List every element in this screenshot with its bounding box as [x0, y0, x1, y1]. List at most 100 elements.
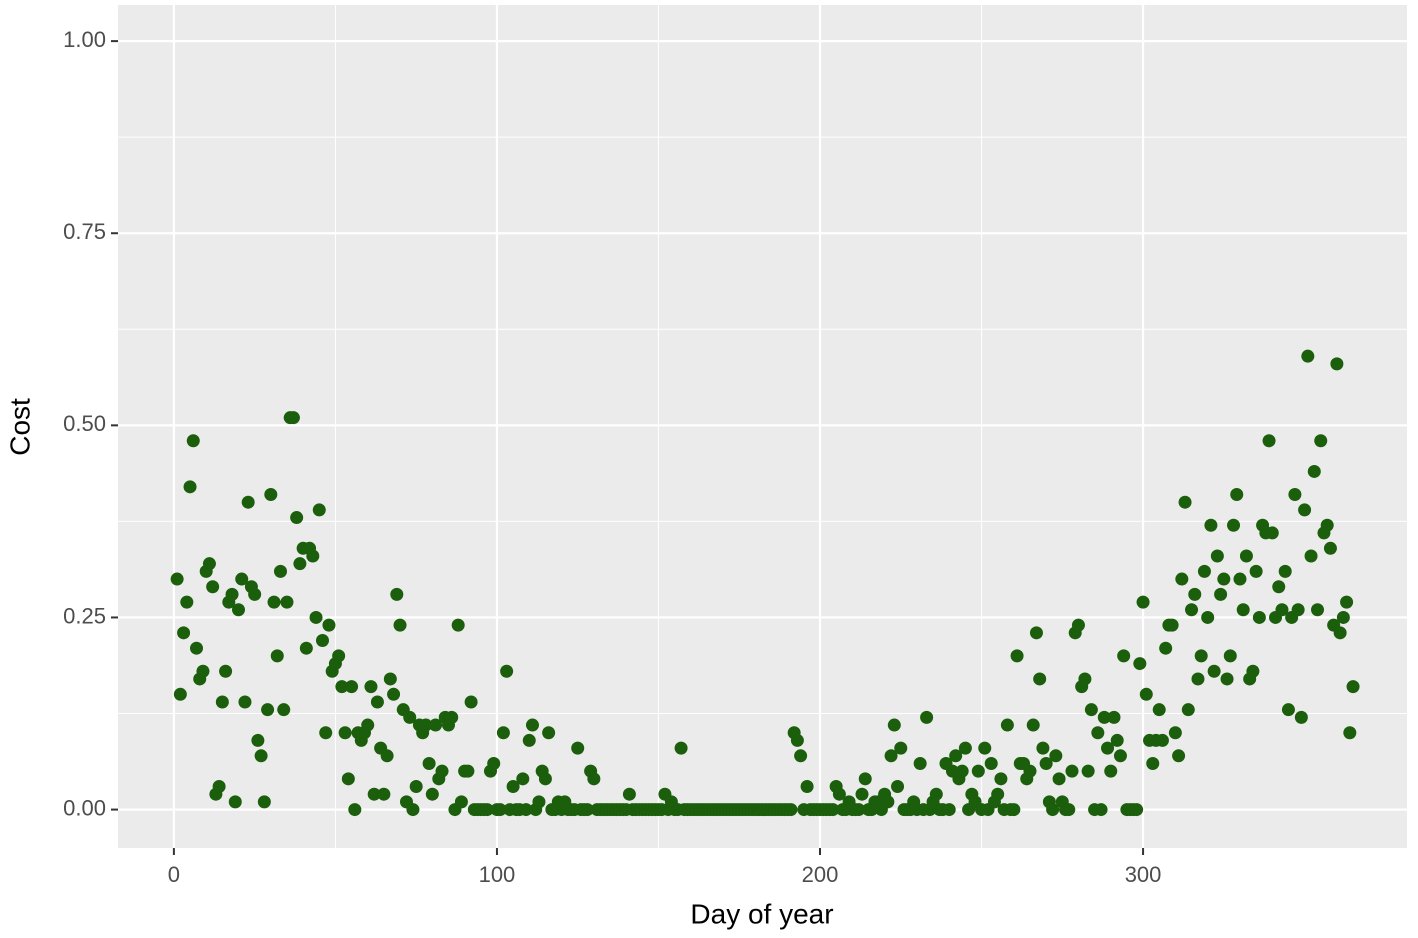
point [293, 557, 307, 571]
point [315, 634, 329, 648]
point [248, 587, 262, 601]
point [422, 756, 436, 770]
point [493, 803, 507, 817]
point [1314, 434, 1328, 448]
point [212, 780, 226, 794]
point [496, 726, 510, 740]
point [341, 772, 355, 786]
point [1275, 603, 1289, 617]
point [409, 780, 423, 794]
y-tick-label: 0.25 [63, 603, 106, 628]
point [913, 756, 927, 770]
point [390, 587, 404, 601]
point [1233, 572, 1247, 586]
point [1197, 564, 1211, 578]
y-tick-label: 0.00 [63, 795, 106, 820]
point [500, 664, 514, 678]
point [1294, 710, 1308, 724]
point [832, 787, 846, 801]
point [215, 695, 229, 709]
point [1159, 641, 1173, 655]
point [335, 680, 349, 694]
point [1036, 741, 1050, 755]
point [1178, 495, 1192, 509]
point [1026, 718, 1040, 732]
point [1301, 349, 1315, 363]
point [1062, 803, 1076, 817]
point [186, 434, 200, 448]
point [1107, 710, 1121, 724]
point [202, 557, 216, 571]
point [393, 618, 407, 632]
point [894, 741, 908, 755]
point [406, 803, 420, 817]
point [1181, 703, 1195, 717]
point [826, 803, 840, 817]
point [370, 695, 384, 709]
point [464, 695, 478, 709]
point [1265, 526, 1279, 540]
point [784, 803, 798, 817]
point [852, 803, 866, 817]
point [235, 572, 249, 586]
point [532, 795, 546, 809]
point [345, 680, 359, 694]
point [348, 803, 362, 817]
point [1320, 518, 1334, 532]
point [887, 718, 901, 732]
point [1304, 549, 1318, 563]
point [383, 672, 397, 686]
point [361, 718, 375, 732]
point [1097, 710, 1111, 724]
point [1262, 434, 1276, 448]
y-tick-label: 1.00 [63, 27, 106, 52]
point [674, 741, 688, 755]
point [1130, 803, 1144, 817]
point [254, 749, 268, 763]
point [480, 803, 494, 817]
point [1239, 549, 1253, 563]
point [183, 480, 197, 494]
point [270, 649, 284, 663]
point [1133, 657, 1147, 671]
point [451, 618, 465, 632]
point [225, 587, 239, 601]
point [1110, 733, 1124, 747]
point [1136, 595, 1150, 609]
point [580, 803, 594, 817]
point [487, 756, 501, 770]
point [306, 549, 320, 563]
point [1188, 587, 1202, 601]
point [290, 511, 304, 525]
point [955, 764, 969, 778]
point [273, 564, 287, 578]
point [461, 764, 475, 778]
x-axis-title: Day of year [690, 898, 833, 929]
point [587, 772, 601, 786]
point [516, 772, 530, 786]
point [322, 618, 336, 632]
point [277, 703, 291, 717]
y-axis-title: Cost [4, 398, 35, 456]
point [1165, 618, 1179, 632]
point [1210, 549, 1224, 563]
point [190, 641, 204, 655]
point [1010, 649, 1024, 663]
point [1340, 595, 1354, 609]
point [1194, 649, 1208, 663]
point [377, 787, 391, 801]
point [891, 780, 905, 794]
x-tick-label: 0 [168, 862, 180, 887]
point [173, 687, 187, 701]
point [180, 595, 194, 609]
point [542, 726, 556, 740]
point [280, 595, 294, 609]
point [1214, 587, 1228, 601]
point [994, 772, 1008, 786]
point [251, 733, 265, 747]
point [1220, 672, 1234, 686]
point [958, 741, 972, 755]
point [571, 741, 585, 755]
point [238, 695, 252, 709]
